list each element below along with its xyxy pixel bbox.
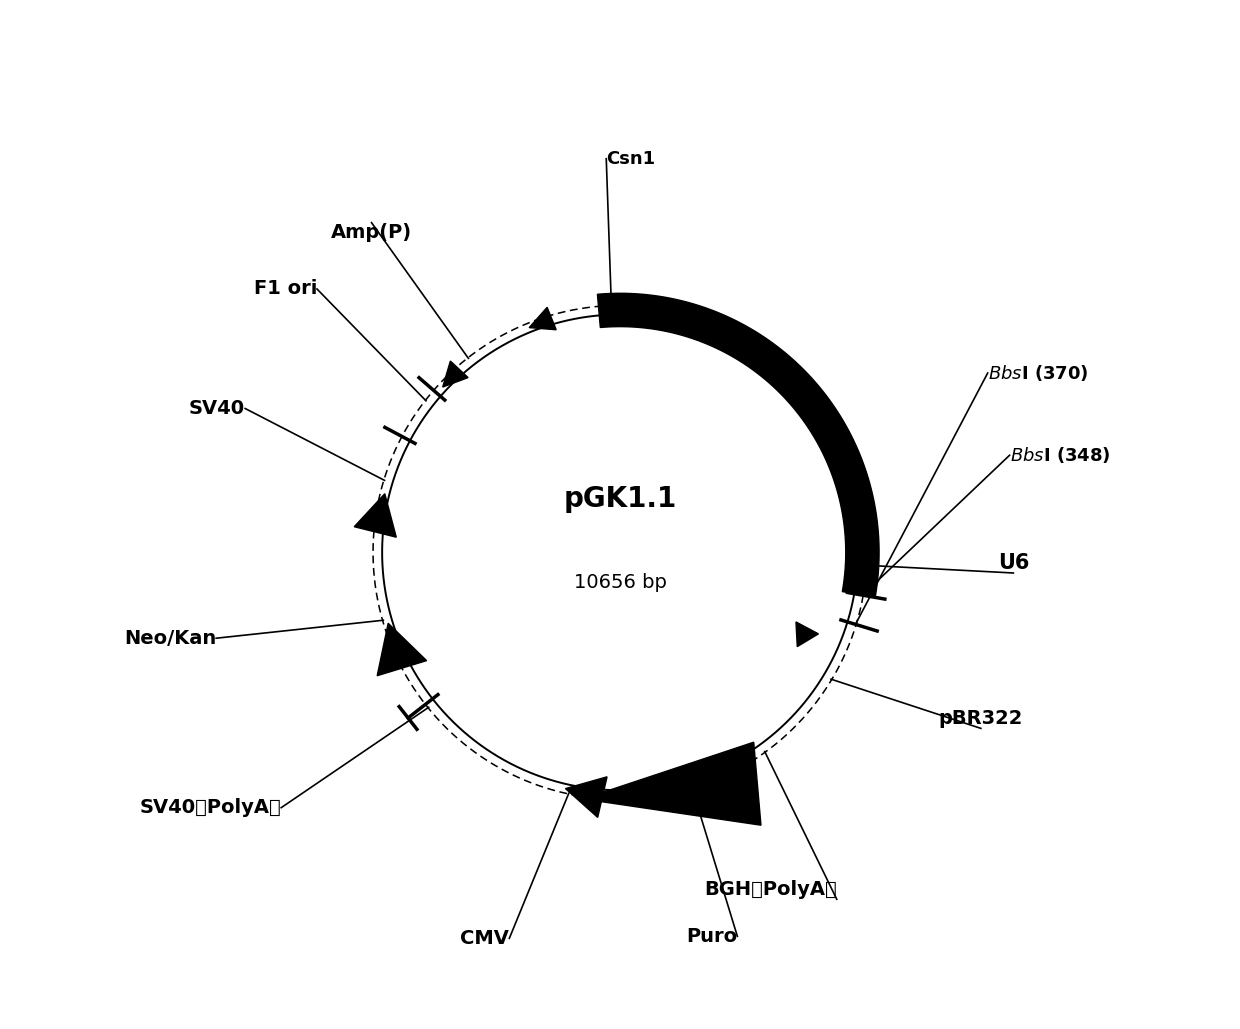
Polygon shape [565, 777, 608, 817]
Text: 10656 bp: 10656 bp [574, 573, 666, 592]
Polygon shape [851, 539, 877, 567]
Text: pBR322: pBR322 [939, 709, 1023, 729]
Text: F1 ori: F1 ori [254, 280, 317, 298]
Text: SV40: SV40 [188, 399, 246, 418]
Text: $\it{Bbs}$I (348): $\it{Bbs}$I (348) [1009, 446, 1110, 465]
Text: SV40（PolyA）: SV40（PolyA） [139, 799, 281, 817]
Text: Csn1: Csn1 [606, 149, 656, 168]
Polygon shape [583, 742, 761, 825]
Text: BGH（PolyA）: BGH（PolyA） [704, 880, 837, 899]
Text: Amp(P): Amp(P) [331, 222, 412, 242]
Polygon shape [377, 624, 427, 676]
Text: Neo/Kan: Neo/Kan [124, 629, 216, 647]
Polygon shape [529, 308, 557, 329]
Text: pGK1.1: pGK1.1 [563, 486, 677, 513]
Polygon shape [598, 293, 879, 598]
Text: CMV: CMV [460, 929, 510, 948]
Polygon shape [355, 494, 397, 537]
Polygon shape [683, 755, 727, 797]
Text: Puro: Puro [686, 927, 738, 946]
Polygon shape [443, 361, 469, 387]
Polygon shape [796, 622, 818, 646]
Text: U6: U6 [998, 553, 1029, 573]
Text: $\it{Bbs}$I (370): $\it{Bbs}$I (370) [988, 363, 1089, 383]
